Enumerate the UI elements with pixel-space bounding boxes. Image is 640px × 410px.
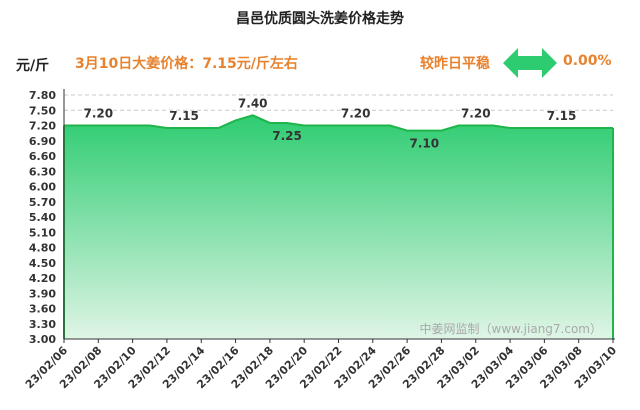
y-tick-label: 5.70: [29, 196, 56, 209]
data-label: 7.20: [461, 107, 491, 121]
price-line: [64, 114, 613, 132]
y-tick-label: 6.90: [29, 135, 56, 148]
chart-title: 昌邑优质圆头洗姜价格走势: [236, 11, 404, 27]
y-tick-label: 6.00: [29, 181, 56, 194]
watermark: 中姜网监制（www.jiang7.com）: [420, 321, 602, 336]
data-label: 7.25: [272, 129, 302, 143]
y-tick-label: 7.20: [29, 120, 56, 133]
y-tick-label: 4.50: [29, 257, 56, 270]
y-tick-label: 3.60: [29, 303, 56, 316]
y-tick-label: 6.60: [29, 150, 56, 163]
y-tick-label: 6.30: [29, 165, 56, 178]
data-label: 7.15: [169, 109, 199, 123]
y-axis-unit: 元/斤: [16, 58, 50, 74]
y-tick-label: 3.30: [29, 318, 56, 331]
y-tick-label: 4.80: [29, 242, 56, 255]
y-tick-label: 7.80: [29, 89, 56, 102]
data-label: 7.40: [238, 96, 268, 110]
y-tick-label: 4.20: [29, 272, 56, 285]
y-tick-label: 7.50: [29, 104, 56, 117]
price-note: 3月10日大姜价格：7.15元/斤左右: [75, 56, 298, 72]
y-tick-label: 3.90: [29, 287, 56, 300]
data-label: 7.15: [547, 109, 577, 123]
change-percent: 0.00%: [563, 53, 612, 69]
price-area: [64, 115, 613, 339]
data-label: 7.20: [341, 107, 371, 121]
data-label: 7.10: [409, 137, 439, 151]
y-tick-label: 3.00: [29, 333, 56, 346]
y-tick-label: 5.10: [29, 226, 56, 239]
trend-label: 较昨日平稳: [420, 56, 490, 72]
data-label: 7.20: [84, 107, 114, 121]
y-tick-label: 5.40: [29, 211, 56, 224]
double-arrow-icon: [503, 48, 557, 78]
